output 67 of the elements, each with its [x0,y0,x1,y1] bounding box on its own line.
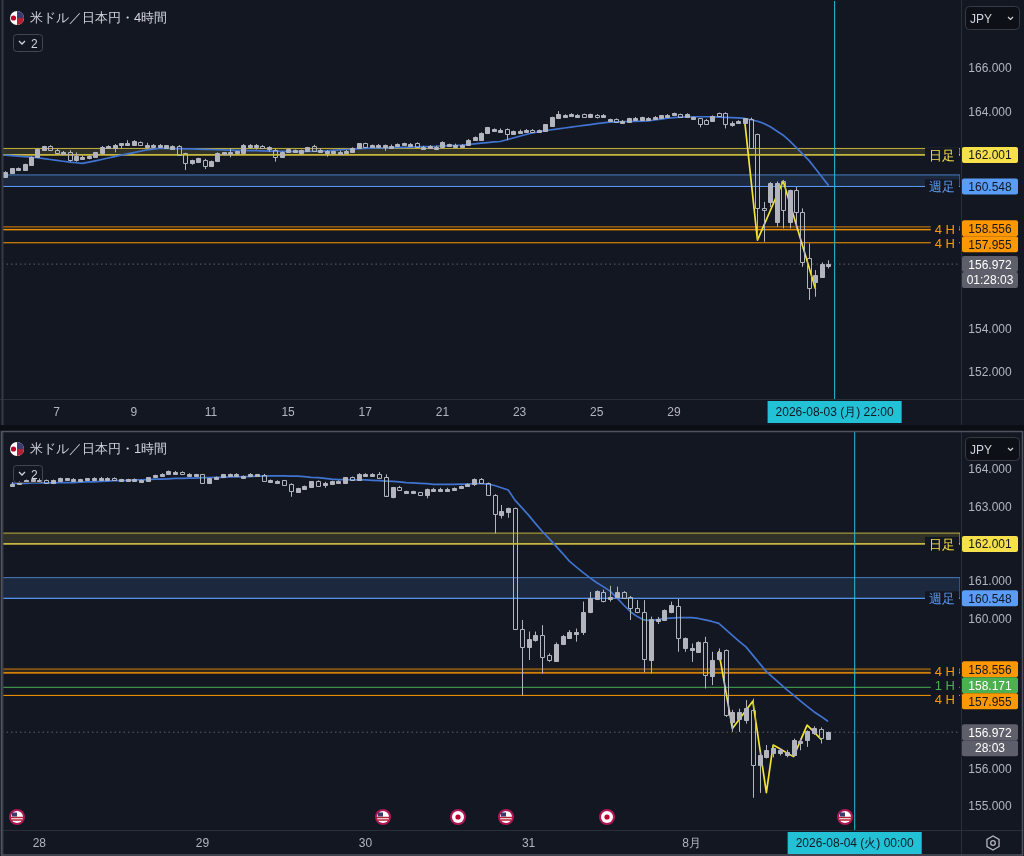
y-tick-label: 158.556 [968,662,1013,677]
x-tick-label: 29 [195,836,210,850]
y-tick-label: 157.955 [962,236,1018,253]
y-tick-label: 163.000 [968,499,1012,514]
currency-button: JPY [965,6,1020,30]
currency-button: JPY [965,437,1020,461]
y-tick-label: 166.000 [968,61,1012,76]
y-tick-label: 156.972 [962,256,1018,273]
x-tick-label: 15 [281,405,295,419]
x-tick-label: 23 [512,405,527,419]
x-tick-label: 11 [204,405,218,419]
y-tick-label: 162.001 [968,148,1013,163]
y-tick-label: 161.000 [968,574,1012,589]
y-tick-label: 156.972 [968,725,1013,740]
y-tick-label: 157.955 [962,693,1018,710]
y-tick-label: 155.000 [968,799,1012,814]
x-tick-label: 31 [521,836,536,850]
x-tick-label: 29 [667,405,681,419]
y-tick-label: 157.955 [968,694,1013,709]
y-tick-label: 157.955 [968,237,1013,252]
y-tick-label: 160.000 [968,611,1012,626]
y-tick-label: 158.171 [962,677,1018,694]
ref-line-label: 4 H [934,692,955,708]
collapse-button: 2 [13,34,43,52]
x-tick-label: 8月 [682,836,701,850]
x-tick-label: 17 [358,405,372,419]
crosshair-label: 2026-08-04 (火) 00:00 [787,832,922,854]
ref-line-label: 4 H [934,222,955,238]
x-tick-label: 2026-08-04 (火) 00:00 [795,836,915,850]
y-tick-label: 152.000 [968,365,1012,380]
y-tick-label: 164.000 [968,104,1012,119]
x-tick-label: 2026-08-03 (月) 22:00 [775,405,894,419]
y-tick-label: 158.556 [962,661,1018,678]
annotation: 2 [31,36,38,51]
x-tick-label: 30 [358,836,373,850]
ref-line-label: 4 H [934,664,955,680]
ref-line-label: 週足 [929,179,955,195]
ref-line-label: 日足 [929,536,955,552]
y-tick-label: 156.000 [968,761,1012,776]
y-tick-label: 160.548 [962,178,1018,195]
collapse-button: 2 [13,465,43,483]
x-tick-label: 7 [53,405,60,419]
y-tick-label: 156.972 [962,724,1018,741]
crosshair-label: 2026-08-03 (月) 22:00 [767,401,902,423]
x-tick-label: 25 [590,405,604,419]
y-tick-label: 160.548 [962,590,1018,607]
y-tick-label: 158.556 [968,221,1013,236]
x-tick-label: 28 [32,836,47,850]
title: 米ドル／日本円・4時間 [30,10,168,25]
countdown: 28:03 [962,740,1018,757]
annotation: 2 [31,467,38,482]
x-tick-label: 21 [435,405,450,419]
y-tick-label: 154.000 [968,321,1012,336]
y-tick-label: 164.000 [968,462,1012,477]
y-tick-label: 158.556 [962,220,1018,237]
ref-line-label: 日足 [929,147,955,163]
ref-line-label: 週足 [929,591,955,607]
countdown: 01:28:03 [962,272,1018,289]
ref-line-label: 1 H [934,678,955,694]
title: 米ドル／日本円・1時間 [30,441,168,456]
y-tick-label: 160.548 [968,591,1013,606]
y-tick-label: 160.548 [968,179,1013,194]
x-tick-label: 9 [130,405,138,419]
ref-line-label: 4 H [934,236,955,252]
y-tick-label: 162.001 [968,537,1013,552]
y-tick-label: 156.972 [968,257,1013,272]
y-tick-label: 158.171 [968,678,1013,693]
